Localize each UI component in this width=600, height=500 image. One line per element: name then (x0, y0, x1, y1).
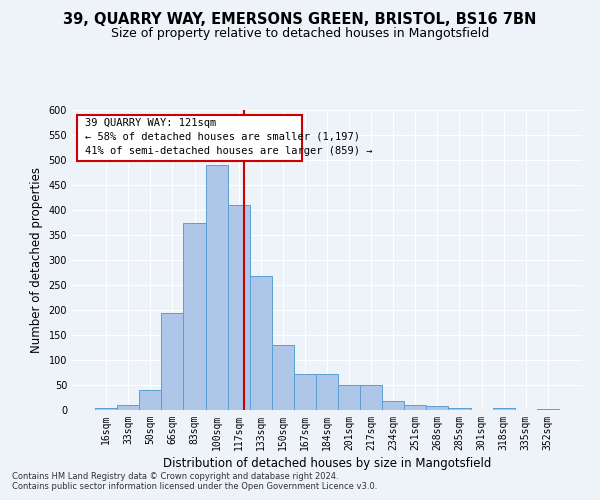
Bar (316, 374, 338, 410)
Bar (294, 374, 316, 410)
Bar (427, 406, 448, 410)
Bar (227, 205, 250, 410)
Bar (360, 385, 382, 410)
Bar (161, 312, 184, 410)
FancyBboxPatch shape (77, 114, 302, 161)
Bar (382, 401, 404, 410)
Bar (537, 409, 559, 410)
Bar (206, 165, 227, 410)
Bar (250, 276, 272, 410)
Text: Contains public sector information licensed under the Open Government Licence v3: Contains public sector information licen… (12, 482, 377, 491)
Text: ← 58% of detached houses are smaller (1,197): ← 58% of detached houses are smaller (1,… (85, 132, 360, 142)
Text: 41% of semi-detached houses are larger (859) →: 41% of semi-detached houses are larger (… (85, 146, 372, 156)
Bar (448, 408, 470, 410)
Bar (117, 405, 139, 410)
Bar (184, 222, 206, 410)
Bar (272, 345, 294, 410)
Text: Contains HM Land Registry data © Crown copyright and database right 2024.: Contains HM Land Registry data © Crown c… (12, 472, 338, 481)
Bar (95, 408, 117, 410)
Bar (139, 390, 161, 410)
Bar (493, 408, 515, 410)
X-axis label: Distribution of detached houses by size in Mangotsfield: Distribution of detached houses by size … (163, 457, 491, 470)
Text: 39, QUARRY WAY, EMERSONS GREEN, BRISTOL, BS16 7BN: 39, QUARRY WAY, EMERSONS GREEN, BRISTOL,… (64, 12, 536, 28)
Text: Size of property relative to detached houses in Mangotsfield: Size of property relative to detached ho… (111, 28, 489, 40)
Text: 39 QUARRY WAY: 121sqm: 39 QUARRY WAY: 121sqm (85, 118, 216, 128)
Bar (338, 385, 360, 410)
Bar (404, 405, 427, 410)
Y-axis label: Number of detached properties: Number of detached properties (30, 167, 43, 353)
